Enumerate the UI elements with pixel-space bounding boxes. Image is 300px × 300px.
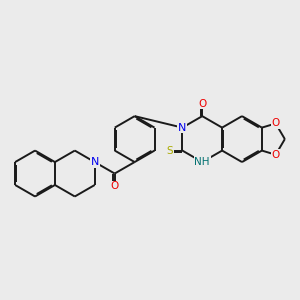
- Text: O: O: [272, 150, 280, 160]
- Text: O: O: [198, 98, 206, 109]
- Text: O: O: [110, 181, 119, 191]
- Text: N: N: [91, 157, 99, 167]
- Text: O: O: [272, 118, 280, 128]
- Text: S: S: [167, 146, 173, 156]
- Text: N: N: [178, 123, 187, 133]
- Text: NH: NH: [194, 157, 210, 167]
